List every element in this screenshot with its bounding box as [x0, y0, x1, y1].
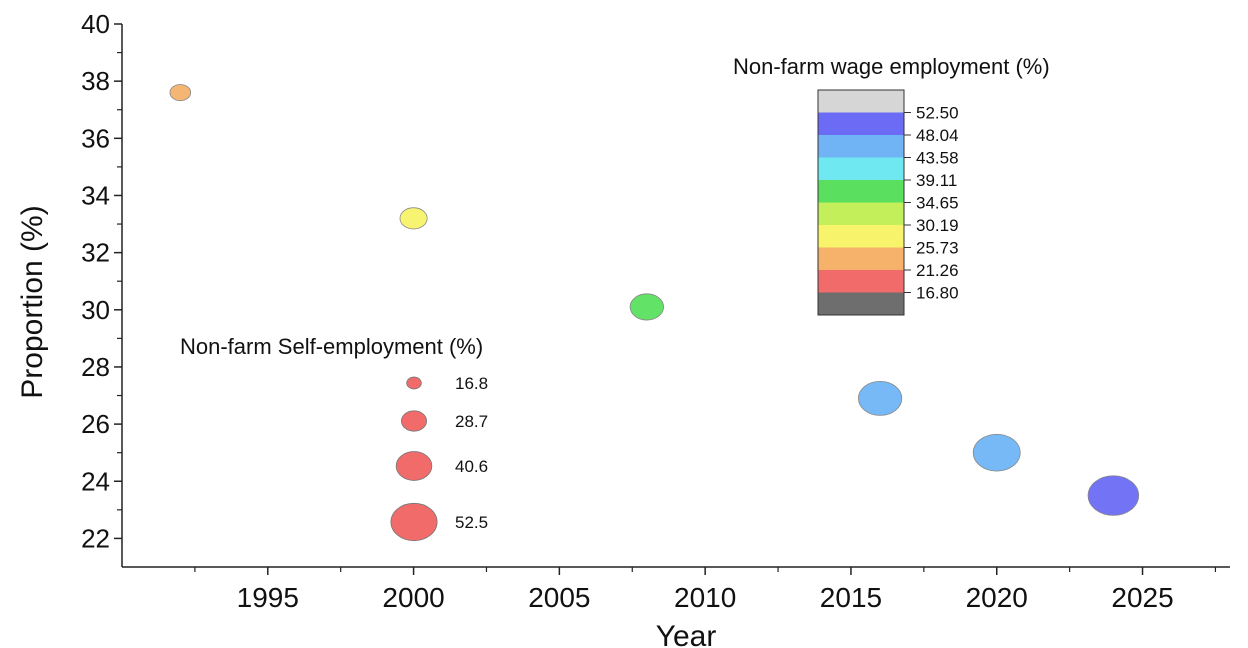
color-bar-label: 52.50 — [916, 104, 959, 123]
x-tick-label: 2000 — [382, 582, 444, 613]
size-legend-marker — [406, 376, 422, 390]
data-points — [169, 84, 1140, 516]
color-bar-label: 43.58 — [916, 149, 959, 168]
size-legend-marker — [400, 410, 427, 432]
color-band — [818, 180, 904, 203]
color-legend: Non-farm wage employment (%) 52.50 48.04 4… — [733, 54, 1050, 316]
color-bar-label: 30.19 — [916, 216, 959, 235]
color-bar-label: 25.73 — [916, 239, 959, 258]
x-axis-title: Year — [656, 620, 717, 648]
color-band — [818, 247, 904, 271]
y-tick-label: 38 — [81, 66, 110, 96]
y-axis-title: Proportion (%) — [16, 205, 49, 398]
size-legend-label: 16.8 — [455, 374, 488, 393]
data-point-4 — [972, 433, 1021, 472]
color-bar-label: 21.26 — [916, 261, 959, 280]
size-legend-marker — [390, 502, 438, 542]
size-legend-title: Non-farm Self-employment (%) — [180, 334, 483, 359]
y-tick-label: 34 — [81, 180, 110, 210]
color-bar-label: 34.65 — [916, 194, 959, 213]
data-point-1 — [399, 207, 428, 230]
color-band — [818, 90, 904, 113]
axes: 1995 2000 2005 2010 2015 2020 2025 22 24 26 28 30 32… — [81, 9, 1230, 613]
color-bar-label: 39.11 — [916, 171, 957, 190]
size-legend-label: 28.7 — [455, 412, 488, 431]
size-legend-marker — [395, 451, 433, 481]
y-tick-label: 36 — [81, 123, 110, 153]
y-tick-label: 32 — [81, 238, 110, 268]
y-tick-label: 24 — [81, 466, 110, 496]
color-band — [818, 202, 904, 226]
color-band — [818, 270, 904, 293]
x-tick-label: 1995 — [237, 582, 299, 613]
color-band — [818, 157, 904, 181]
color-band — [818, 292, 904, 316]
y-tick-label: 22 — [81, 523, 110, 553]
data-point-3 — [857, 380, 903, 416]
color-legend-title: Non-farm wage employment (%) — [733, 54, 1050, 79]
data-point-5 — [1087, 475, 1140, 516]
y-tick-label: 40 — [81, 9, 110, 39]
size-legend-label: 40.6 — [455, 457, 488, 476]
y-tick-label: 26 — [81, 409, 110, 439]
color-band — [818, 225, 904, 248]
y-tick-label: 28 — [81, 352, 110, 382]
color-bar-label: 16.80 — [916, 284, 959, 303]
x-tick-label: 2010 — [674, 582, 736, 613]
x-tick-label: 2020 — [966, 582, 1028, 613]
x-tick-label: 2015 — [820, 582, 882, 613]
color-bar-label: 48.04 — [916, 126, 959, 145]
size-legend-label: 52.5 — [455, 513, 488, 532]
data-point-2 — [629, 293, 664, 321]
color-band — [818, 112, 904, 136]
x-tick-label: 2025 — [1111, 582, 1173, 613]
x-tick-label: 2005 — [528, 582, 590, 613]
data-point-0 — [169, 84, 192, 102]
size-legend: Non-farm Self-employment (%) 16.8 28.7 40.… — [180, 334, 488, 542]
color-band — [818, 135, 904, 158]
y-tick-label: 30 — [81, 295, 110, 325]
